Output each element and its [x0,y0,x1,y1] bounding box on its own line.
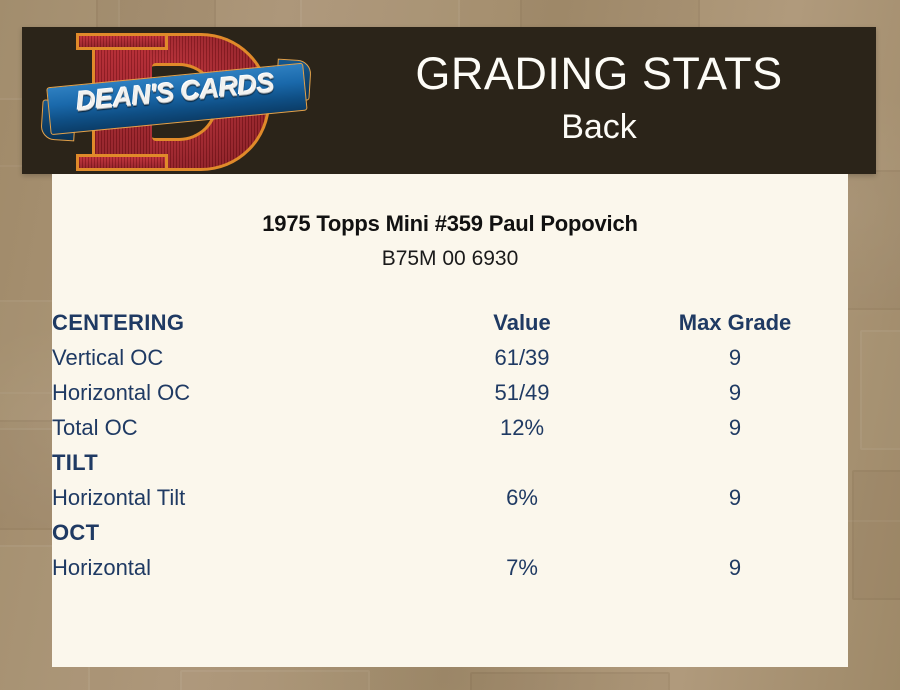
stats-row-value: 61/39 [494,344,550,370]
table-header-row: CENTERING Value Max Grade [52,305,848,340]
stats-section-label: TILT [52,449,98,475]
stats-row-max-grade: 9 [728,554,742,580]
logo-d-serif-top [76,33,168,50]
backdrop-ghost-card [860,330,900,450]
stats-empty-cell [622,445,848,480]
stats-empty-cell [422,515,622,550]
stats-section-header: OCT [52,515,848,550]
backdrop-texture-line [848,520,900,522]
column-header-value: Value [493,309,551,335]
stats-row-max-grade: 9 [728,414,742,440]
column-header-centering: CENTERING [52,309,185,335]
stats-row-label: Vertical OC [52,344,164,370]
stats-section-header: TILT [52,445,848,480]
stats-row-label: Horizontal Tilt [52,484,186,510]
backdrop-ghost-card [852,470,900,600]
backdrop-ghost-card [180,670,370,690]
stats-row-label: Total OC [52,414,138,440]
grading-stats-table: CENTERING Value Max Grade Vertical OC 61/… [52,305,848,585]
header-title-block: GRADING STATS Back [322,27,876,174]
stats-row-value: 6% [506,484,538,510]
stats-row-max-grade: 9 [728,484,742,510]
table-row: Vertical OC 61/39 9 [52,340,848,375]
card-serial: B75M 00 6930 [381,247,519,270]
stats-row-value: 7% [506,554,538,580]
column-header-max-grade: Max Grade [678,309,792,335]
stats-row-max-grade: 9 [728,344,742,370]
stats-table-body: Vertical OC 61/39 9 Horizontal OC 51/49 9 Tota… [52,340,848,585]
stats-row-label: Horizontal [52,554,152,580]
table-row: Horizontal Tilt 6% 9 [52,480,848,515]
deans-cards-logo[interactable]: DEAN'S CARDS [40,27,312,174]
stats-panel: 1975 Topps Mini #359 Paul Popovich B75M … [52,174,848,667]
stats-row-value: 51/49 [494,379,550,405]
header-bar: DEAN'S CARDS GRADING STATS Back [22,27,876,174]
logo-d-serif-bottom [76,154,168,171]
stats-row-label: Horizontal OC [52,379,191,405]
table-row: Horizontal 7% 9 [52,550,848,585]
stats-row-max-grade: 9 [728,379,742,405]
page-subtitle: Back [561,108,637,146]
table-row: Total OC 12% 9 [52,410,848,445]
card-title: 1975 Topps Mini #359 Paul Popovich [262,211,638,236]
stats-empty-cell [622,515,848,550]
backdrop-ghost-card [845,170,900,310]
stats-empty-cell [422,445,622,480]
backdrop-texture-line [0,392,52,394]
backdrop-ghost-card [470,672,670,690]
page-title: GRADING STATS [415,48,783,99]
logo-ribbon-banner: DEAN'S CARDS [38,56,315,144]
stats-row-value: 12% [499,414,545,440]
stats-section-label: OCT [52,519,100,545]
table-row: Horizontal OC 51/49 9 [52,375,848,410]
